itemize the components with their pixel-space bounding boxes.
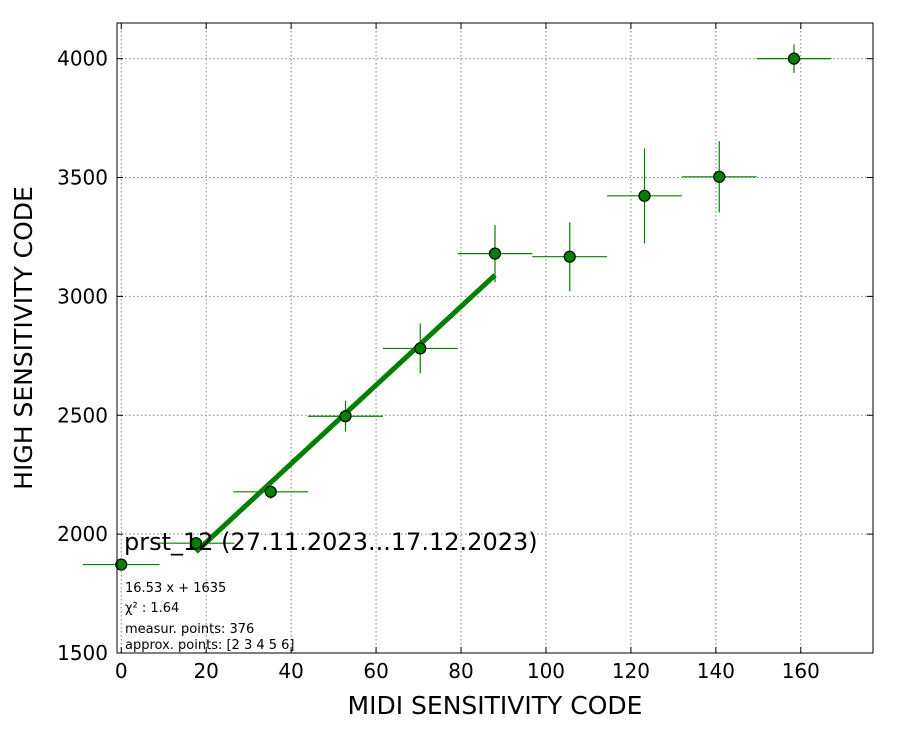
fit-equation: 16.53 x + 1635	[125, 581, 226, 596]
y-tick-label: 4000	[57, 47, 108, 71]
data-point	[233, 484, 309, 499]
chi-square-label: χ² : 1.64	[125, 601, 179, 616]
points-layer	[83, 44, 832, 571]
x-tick-label: 60	[363, 659, 388, 683]
point-marker	[115, 558, 128, 571]
data-point	[308, 400, 383, 432]
data-point	[457, 225, 533, 283]
x-tick-label: 140	[697, 659, 735, 683]
x-tick-label: 100	[527, 659, 565, 683]
y-tick-label: 2500	[57, 403, 108, 427]
x-tick-label: 40	[278, 659, 303, 683]
y-tick-label: 3500	[57, 166, 108, 190]
point-marker	[414, 342, 427, 355]
point-marker	[563, 250, 576, 263]
data-point	[83, 558, 160, 571]
plot-area	[117, 23, 873, 653]
chart-title: prst_12 (27.11.2023...17.12.2023)	[124, 528, 538, 556]
y-tick-label: 1500	[57, 641, 108, 665]
x-tick-label: 20	[193, 659, 218, 683]
x-tick-label: 120	[612, 659, 650, 683]
data-point	[157, 537, 235, 550]
x-tick-label: 0	[115, 659, 128, 683]
point-marker	[189, 537, 203, 550]
point-marker	[638, 189, 651, 202]
point-marker	[713, 170, 726, 183]
x-axis-label: MIDI SENSITIVITY CODE	[348, 691, 643, 720]
data-point	[681, 141, 757, 213]
point-marker	[339, 410, 352, 423]
data-point	[532, 222, 608, 292]
y-tick-label: 2000	[57, 522, 108, 546]
point-marker	[488, 247, 502, 260]
measured-points-label: measur. points: 376	[125, 622, 254, 637]
plot-frame	[116, 22, 874, 654]
data-point	[756, 44, 832, 73]
y-tick-label: 3000	[57, 284, 108, 308]
data-point	[382, 323, 458, 374]
data-point	[607, 148, 682, 244]
grid	[117, 23, 873, 653]
annotations: prst_12 (27.11.2023...17.12.2023) 16.53 …	[124, 528, 538, 653]
x-tick-label: 160	[782, 659, 820, 683]
y-axis-label: HIGH SENSITIVITY CODE	[9, 186, 38, 490]
point-marker	[264, 485, 277, 498]
point-marker	[787, 52, 801, 65]
ticks: 0 20 40 60 80 100 120 140 160 1500 2000 2500 3000 350…	[57, 23, 873, 683]
approx-points-label: approx. points: [2 3 4 5 6]	[125, 638, 295, 653]
x-tick-label: 80	[448, 659, 473, 683]
